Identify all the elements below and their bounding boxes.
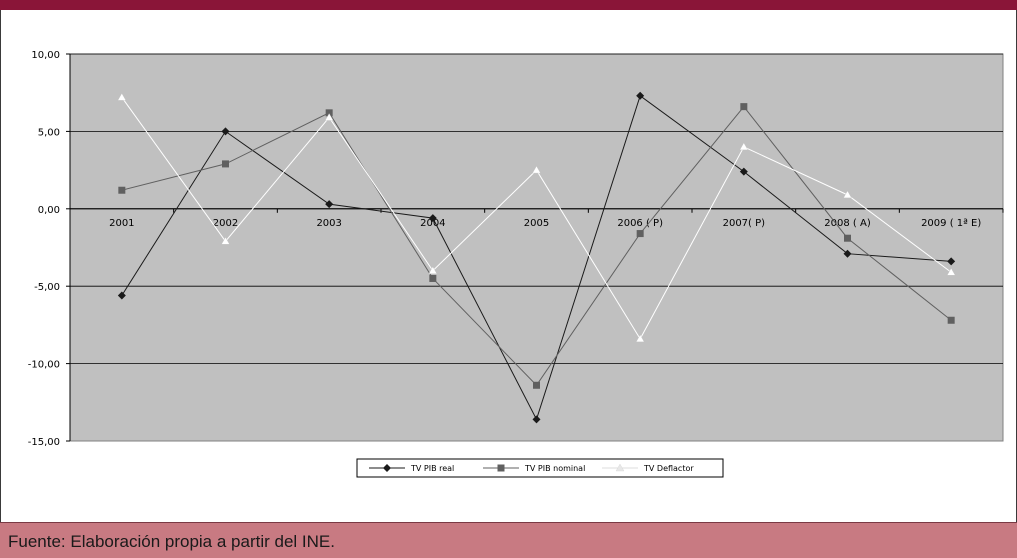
data-point-tv-pib-real (325, 200, 334, 209)
legend-marker (383, 464, 391, 472)
data-point-tv-pib-nominal (947, 316, 955, 324)
data-point-tv-pib-real (947, 257, 956, 266)
x-tick-label: 2008 ( A) (824, 218, 871, 229)
legend-marker (615, 463, 625, 472)
y-tick-label: 5,00 (38, 127, 60, 138)
y-tick-label: -10,00 (28, 360, 60, 371)
data-point-tv-pib-real (636, 91, 645, 100)
data-point-tv-pib-nominal (740, 103, 748, 111)
y-tick-label: 0,00 (38, 205, 60, 216)
plot-area (69, 53, 1004, 442)
data-point-tv-deflactor (532, 165, 541, 174)
data-point-tv-pib-nominal (325, 109, 333, 117)
y-tick-label: 10,00 (31, 50, 60, 61)
data-point-tv-deflactor (428, 266, 438, 274)
data-point-tv-pib-nominal (533, 381, 540, 389)
data-point-tv-deflactor (324, 113, 334, 121)
x-tick-label: 2009 ( 1ª E) (921, 218, 981, 229)
data-point-tv-pib-real (117, 291, 126, 300)
source-note: Fuente: Elaboración propia a partir del … (8, 532, 335, 551)
footer-band: Fuente: Elaboración propia a partir del … (0, 522, 1017, 558)
data-point-tv-pib-real (739, 167, 748, 176)
legend-label: TV PIB nominal (524, 464, 585, 473)
line-chart: 10,00 5,00 0,00 -5,00 -10,00 -15,00 2001 2002 20… (28, 50, 1004, 478)
data-point-tv-deflactor (739, 142, 749, 151)
data-point-tv-pib-nominal (429, 274, 437, 282)
x-tick-label: 2002 (213, 218, 238, 229)
data-point-tv-pib-real (843, 249, 852, 258)
data-point-tv-pib-real (532, 415, 541, 424)
data-point-tv-pib-nominal (844, 234, 851, 242)
header-band (0, 0, 1017, 10)
data-point-tv-deflactor (221, 237, 230, 245)
legend-marker (497, 464, 505, 472)
legend-box (356, 458, 724, 478)
y-tick-label: -5,00 (34, 282, 60, 293)
x-tick-label: 2004 (420, 218, 445, 229)
x-tick-label: 2003 (316, 218, 341, 229)
data-point-tv-deflactor (843, 190, 852, 199)
data-point-tv-pib-nominal (636, 230, 644, 238)
x-tick-label: 2005 (524, 218, 549, 229)
x-tick-label: 2001 (109, 218, 134, 229)
data-point-tv-pib-real (428, 214, 437, 223)
data-point-tv-deflactor (635, 334, 645, 342)
x-tick-label: 2007( P) (723, 218, 766, 229)
legend-label: TV PIB real (410, 464, 454, 473)
data-point-tv-deflactor (946, 267, 956, 276)
legend-label: TV Deflactor (643, 464, 694, 473)
x-tick-label: 2006 ( P) (617, 218, 663, 229)
data-point-tv-pib-nominal (118, 186, 126, 194)
y-tick-label: -15,00 (28, 437, 60, 448)
data-point-tv-pib-nominal (222, 160, 229, 168)
data-point-tv-deflactor (117, 93, 127, 101)
